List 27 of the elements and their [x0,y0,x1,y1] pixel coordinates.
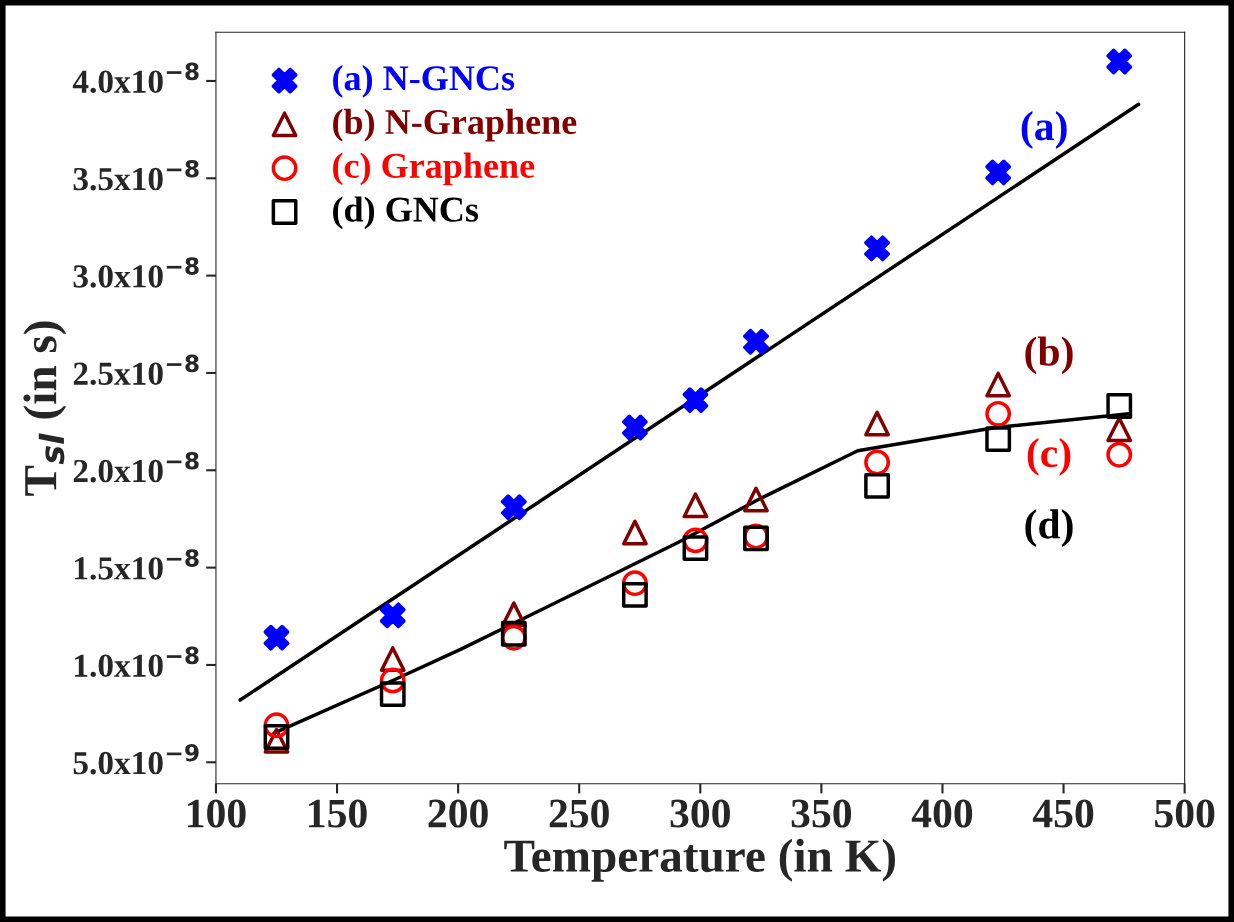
x-tick-label: 150 [309,799,367,828]
legend-label: (d) GNCs [333,196,479,230]
x-axis-title: Temperature (in K) [504,838,895,882]
y-tick-label: 1.0x10$^{−8}$ [75,646,199,678]
x-tick-label: 250 [549,799,609,828]
y-tick-label: 1.5x10$^{−8}$ [75,549,199,580]
annotation: (b) [1025,336,1073,375]
x-tick-label: 350 [791,799,852,828]
legend-label: (c) Graphene [333,152,535,186]
x-tick-label: 450 [1032,799,1094,828]
annotation: (c) [1027,437,1071,476]
legend-label: (b) N-Graphene [333,108,577,142]
y-tick-label: 2.0x10$^{−8}$ [73,451,199,483]
legend-label: (a) N-GNCs [333,64,515,98]
y-tick-label: 4.0x10$^{−8}$ [72,62,199,94]
y-tick-label: 5.0x10$^{−9}$ [73,743,199,775]
x-tick-label: 300 [670,799,730,828]
annotation: (d) [1025,509,1073,548]
x-tick-label: 500 [1155,799,1215,828]
y-tick-label: 2.5x10$^{−8}$ [73,354,199,386]
x-tick-label: 400 [911,799,973,828]
y-axis-title: T$_{sl}$ (in s) [23,321,67,496]
annotation: (a) [1021,111,1067,149]
y-tick-label: 3.0x10$^{−8}$ [73,257,199,288]
x-tick-label: 100 [188,799,246,828]
y-tick-label: 3.5x10$^{−8}$ [73,159,199,191]
x-tick-label: 200 [428,799,488,828]
